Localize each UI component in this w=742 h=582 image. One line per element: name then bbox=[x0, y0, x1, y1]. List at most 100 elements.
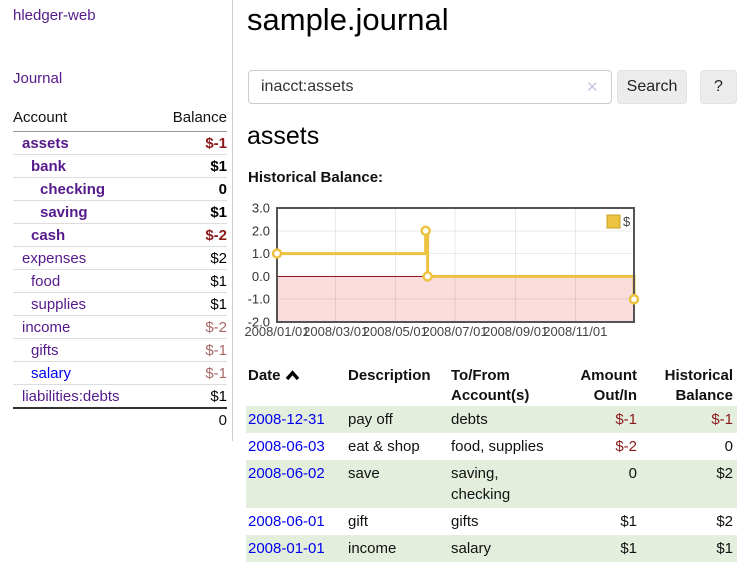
sidebar-item-journal[interactable]: Journal bbox=[13, 70, 63, 87]
account-link-income[interactable]: income bbox=[22, 318, 71, 336]
register-row: 2008-12-31 pay off debts $-1 $-1 bbox=[246, 406, 737, 433]
transaction-date-link[interactable]: 2008-01-01 bbox=[248, 540, 325, 557]
account-link-cash[interactable]: cash bbox=[31, 226, 66, 244]
account-link-checking[interactable]: checking bbox=[40, 180, 106, 198]
x-axis-tick-label: 2008/09/01 bbox=[483, 324, 548, 339]
negative-region bbox=[277, 276, 634, 322]
account-balance: $-1 bbox=[205, 134, 227, 152]
transaction-date-link[interactable]: 2008-12-31 bbox=[248, 411, 325, 428]
x-axis-tick-label: 2008/01/01 bbox=[244, 324, 309, 339]
y-axis-tick-label: 1.0 bbox=[252, 246, 270, 261]
search-button[interactable]: Search bbox=[617, 70, 687, 104]
y-axis-tick-label: 0.0 bbox=[252, 269, 270, 284]
register-accounts-cell: gifts bbox=[451, 513, 479, 530]
account-row: expenses $2 bbox=[13, 247, 227, 270]
account-balance: $1 bbox=[210, 157, 227, 175]
account-row: food $1 bbox=[13, 270, 227, 293]
account-link-bank[interactable]: bank bbox=[31, 157, 67, 175]
account-row: gifts $-1 bbox=[13, 339, 227, 362]
register-date-cell: 2008-06-01 bbox=[246, 508, 346, 535]
register-table: Date Description To/From Account(s) Amount … bbox=[246, 364, 737, 562]
register-description-cell: eat & shop bbox=[348, 438, 420, 455]
accounts-column-account: Account bbox=[13, 109, 68, 126]
help-button[interactable]: ? bbox=[700, 70, 737, 104]
account-link-supplies[interactable]: supplies bbox=[31, 295, 87, 313]
register-description-cell: income bbox=[348, 540, 397, 557]
historical-balance-chart: $3.0 2.0 1.0 0.0 -1.0 -2.02008/01/012008/03/0… bbox=[244, 201, 640, 339]
legend-label: $ bbox=[623, 214, 631, 229]
y-axis-tick-label: -1.0 bbox=[248, 292, 270, 307]
legend-swatch bbox=[606, 214, 621, 229]
accounts-total-value: 0 bbox=[218, 411, 227, 429]
account-row: cash $-2 bbox=[13, 224, 227, 247]
y-axis-tick-label: 2.0 bbox=[252, 223, 270, 238]
account-link-gifts[interactable]: gifts bbox=[31, 341, 59, 359]
register-accounts-cell: saving, checking bbox=[451, 465, 511, 503]
register-column-date[interactable]: Date bbox=[246, 364, 346, 406]
app-brand-link[interactable]: hledger-web bbox=[13, 7, 96, 24]
account-row: checking 0 bbox=[13, 178, 227, 201]
register-amount-cell: $-1 bbox=[615, 411, 637, 428]
account-balance: $-1 bbox=[205, 364, 227, 382]
register-balance-cell: 0 bbox=[724, 438, 733, 455]
accounts-rows: assets $-1 bank $1 checking 0 saving $1 cash $-2 e… bbox=[13, 132, 227, 407]
account-balance: $1 bbox=[210, 295, 227, 313]
sort-asc-icon bbox=[285, 370, 299, 380]
register-date-cell: 2008-01-01 bbox=[246, 535, 346, 562]
account-row: income $-2 bbox=[13, 316, 227, 339]
account-link-saving[interactable]: saving bbox=[40, 203, 88, 221]
register-date-cell: 2008-06-03 bbox=[246, 433, 346, 460]
account-heading: assets bbox=[247, 122, 320, 150]
account-row: bank $1 bbox=[13, 155, 227, 178]
data-point-marker bbox=[271, 248, 283, 259]
register-date-cell: 2008-06-02 bbox=[246, 460, 346, 508]
register-description-cell: save bbox=[348, 465, 380, 482]
account-row: salary $-1 bbox=[13, 362, 227, 385]
register-balance-cell: $2 bbox=[716, 465, 733, 482]
account-row: liabilities:debts $1 bbox=[13, 385, 227, 407]
register-balance-cell: $-1 bbox=[711, 411, 733, 428]
account-link-food[interactable]: food bbox=[31, 272, 61, 290]
search-input[interactable] bbox=[248, 70, 612, 104]
register-row: 2008-06-01 gift gifts $1 $2 bbox=[246, 508, 737, 535]
chart-title: Historical Balance: bbox=[248, 169, 384, 186]
account-link-expenses[interactable]: expenses bbox=[22, 249, 87, 267]
account-balance: 0 bbox=[218, 180, 227, 198]
transaction-date-link[interactable]: 2008-06-03 bbox=[248, 438, 325, 455]
account-balance: $1 bbox=[210, 387, 227, 405]
data-point-marker bbox=[420, 225, 431, 237]
account-balance: $-2 bbox=[205, 318, 227, 336]
register-column-historical-balance: Historical Balance bbox=[664, 367, 733, 404]
x-axis-tick-label: 2008/07/01 bbox=[422, 324, 487, 339]
register-amount-cell: $1 bbox=[620, 540, 637, 557]
account-link-liabilities-debts[interactable]: liabilities:debts bbox=[22, 387, 120, 405]
account-balance: $2 bbox=[210, 249, 227, 267]
account-balance: $-1 bbox=[205, 341, 227, 359]
register-header-row: Date Description To/From Account(s) Amount … bbox=[246, 364, 737, 406]
register-column-to-from-account-s-: To/From Account(s) bbox=[451, 367, 530, 404]
search-clear-icon[interactable]: ✕ bbox=[586, 79, 599, 96]
sidebar: hledger-web Journal Account Balance asse… bbox=[0, 0, 233, 441]
transaction-date-link[interactable]: 2008-06-01 bbox=[248, 513, 325, 530]
account-link-salary[interactable]: salary bbox=[31, 364, 72, 382]
account-row: supplies $1 bbox=[13, 293, 227, 316]
register-accounts-cell: debts bbox=[451, 411, 488, 428]
account-link-assets[interactable]: assets bbox=[22, 134, 69, 152]
x-axis-tick-label: 2008/03/01 bbox=[303, 324, 368, 339]
register-row: 2008-06-02 save saving, checking 0 $2 bbox=[246, 460, 737, 508]
register-description-cell: gift bbox=[348, 513, 369, 530]
register-balance-cell: $2 bbox=[716, 513, 733, 530]
register-amount-cell: $1 bbox=[620, 513, 637, 530]
register-description-cell: pay off bbox=[348, 411, 393, 428]
register-amount-cell: $-2 bbox=[615, 438, 637, 455]
register-balance-cell: $1 bbox=[716, 540, 733, 557]
page-title: sample.journal bbox=[247, 2, 449, 37]
account-balance: $1 bbox=[210, 272, 227, 290]
register-column-description: Description bbox=[348, 367, 431, 384]
accounts-total-row: 0 bbox=[13, 407, 227, 431]
accounts-column-balance: Balance bbox=[172, 109, 227, 126]
data-point-marker bbox=[628, 293, 640, 305]
register-amount-cell: 0 bbox=[628, 465, 637, 482]
transaction-date-link[interactable]: 2008-06-02 bbox=[248, 465, 325, 482]
account-row: assets $-1 bbox=[13, 132, 227, 155]
